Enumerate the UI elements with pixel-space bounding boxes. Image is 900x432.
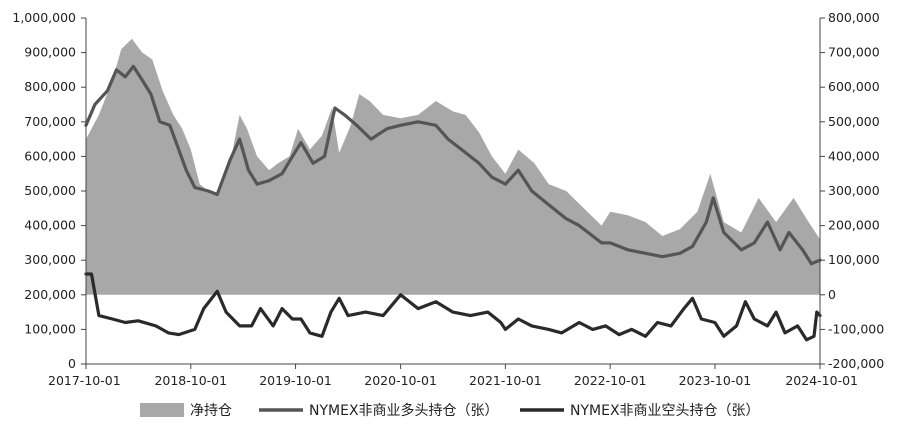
x-axis-tick-label: 2021-10-01 xyxy=(469,373,542,388)
right-axis-tick-label: 0 xyxy=(828,287,836,302)
legend-label: NYMEX非商业空头持仓（张） xyxy=(570,403,760,419)
series-area-net-position xyxy=(86,38,820,295)
legend-label: NYMEX非商业多头持仓（张） xyxy=(309,402,499,419)
x-axis-tick-label: 2018-10-01 xyxy=(154,373,227,388)
right-axis-tick-label: 600,000 xyxy=(828,79,880,94)
x-axis-tick-label: 2019-10-01 xyxy=(259,373,332,388)
right-axis-tick-label: 200,000 xyxy=(828,218,880,233)
left-axis-tick-label: 200,000 xyxy=(24,287,76,302)
right-axis-tick-label: -200,000 xyxy=(828,356,884,371)
legend: 净持仓 NYMEX非商业多头持仓（张） NYMEX非商业空头持仓（张） xyxy=(140,402,760,419)
x-axis-tick-label: 2023-10-01 xyxy=(679,373,752,388)
x-axis-tick-label: 2022-10-01 xyxy=(574,373,647,388)
left-axis-tick-label: 400,000 xyxy=(24,218,76,233)
left-axis-tick-label: 800,000 xyxy=(24,79,76,94)
left-axis-tick-label: 100,000 xyxy=(24,321,76,336)
x-axis-tick-label: 2020-10-01 xyxy=(364,373,437,388)
right-axis-tick-label: 300,000 xyxy=(828,183,880,198)
left-axis-tick-label: 300,000 xyxy=(24,252,76,267)
left-axis-tick-label: 600,000 xyxy=(24,148,76,163)
left-axis-tick-label: 900,000 xyxy=(24,45,76,60)
right-axis-tick-label: 800,000 xyxy=(828,10,880,25)
left-axis-tick-label: 500,000 xyxy=(24,183,76,198)
series-line-short-positions xyxy=(84,272,822,342)
axes: 0 100,000 200,000 300,000 400,000 500,000 600,… xyxy=(12,10,884,388)
plot-area xyxy=(84,38,822,342)
right-axis-tick-label: 400,000 xyxy=(828,148,880,163)
left-axis-tick-label: 1,000,000 xyxy=(12,10,76,25)
right-axis-tick-label: 100,000 xyxy=(828,252,880,267)
left-axis-tick-label: 700,000 xyxy=(24,114,76,129)
x-axis-tick-label: 2017-10-01 xyxy=(48,373,121,388)
series-line-long-positions xyxy=(84,64,822,266)
right-axis-tick-label: 700,000 xyxy=(828,45,880,60)
right-axis-tick-label: 500,000 xyxy=(828,114,880,129)
legend-swatch-area xyxy=(140,403,184,417)
right-axis-tick-label: -100,000 xyxy=(828,321,884,336)
left-axis-tick-label: 0 xyxy=(68,356,76,371)
x-axis-tick-label: 2024-10-01 xyxy=(785,373,858,388)
legend-label: 净持仓 xyxy=(190,403,232,419)
